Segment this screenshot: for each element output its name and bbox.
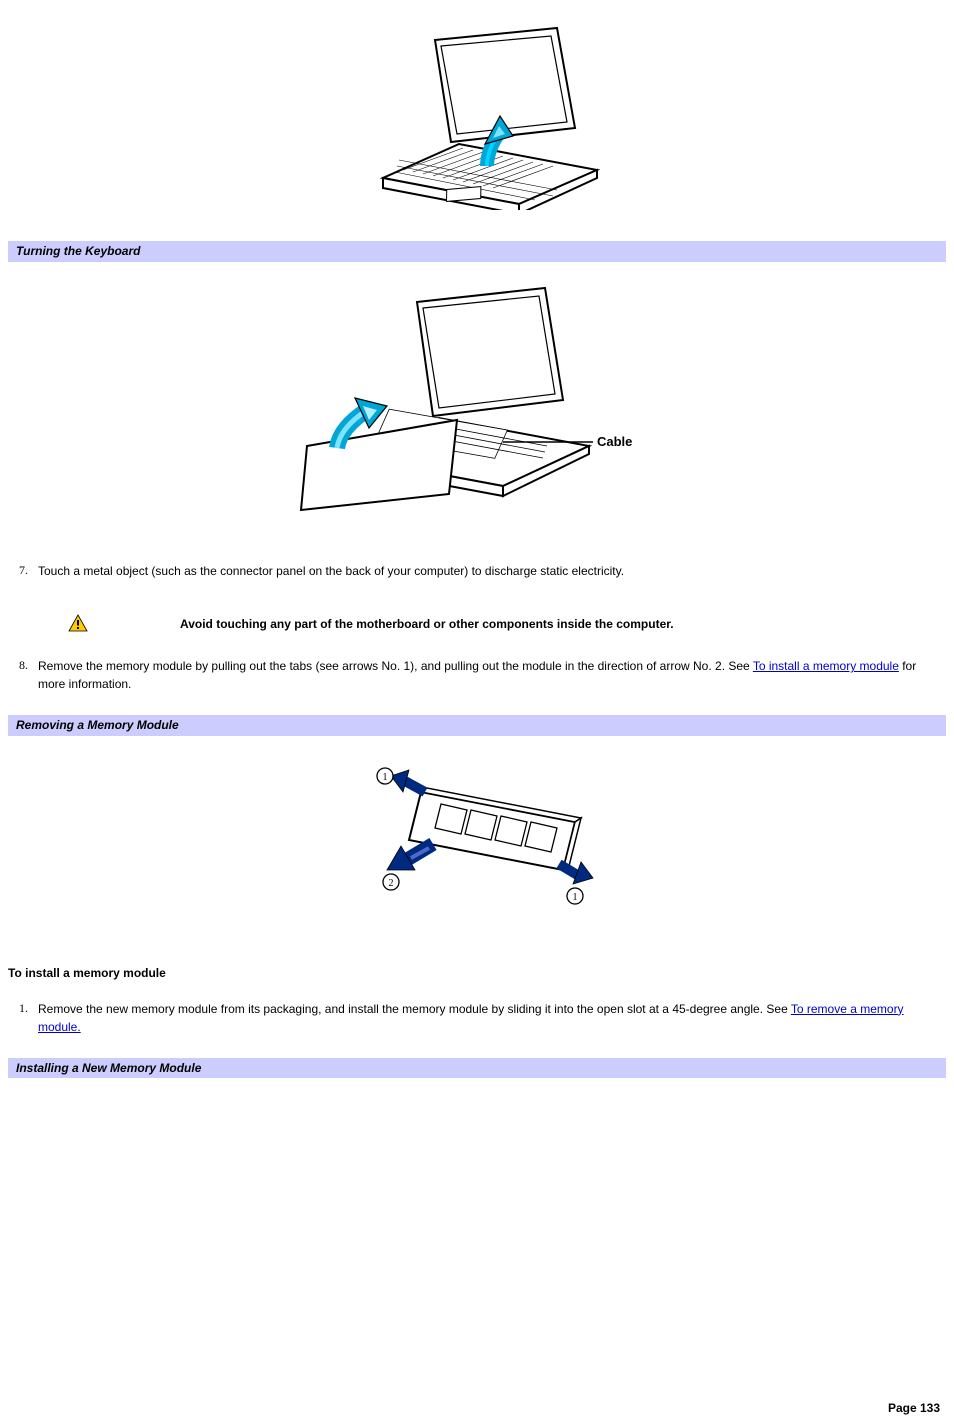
- circle-label-1b: 1: [573, 892, 578, 903]
- step-number: 1.: [8, 1000, 38, 1017]
- figure-turning-keyboard: Cable: [8, 264, 946, 543]
- cable-label: Cable: [597, 434, 632, 449]
- section-header-installing-memory: Installing a New Memory Module: [8, 1058, 946, 1079]
- step-list-b: 8. Remove the memory module by pulling o…: [8, 651, 946, 713]
- step-text: Remove the new memory module from its pa…: [38, 1000, 946, 1036]
- step-text-before: Remove the memory module by pulling out …: [38, 659, 753, 673]
- step-number: 8.: [8, 657, 38, 674]
- figure-laptop-lift: [8, 10, 946, 239]
- step-1-install: 1. Remove the new memory module from its…: [8, 994, 946, 1042]
- section-header-removing-memory: Removing a Memory Module: [8, 715, 946, 736]
- step-text: Remove the memory module by pulling out …: [38, 657, 946, 693]
- warning-row: Avoid touching any part of the motherboa…: [8, 600, 946, 651]
- sub-heading-install-memory: To install a memory module: [8, 947, 946, 994]
- section-header-turning-keyboard: Turning the Keyboard: [8, 241, 946, 262]
- figure-removing-memory: 1 2 1: [8, 738, 946, 947]
- warning-text: Avoid touching any part of the motherboa…: [88, 614, 946, 633]
- warning-icon: [8, 614, 88, 637]
- step-8: 8. Remove the memory module by pulling o…: [8, 651, 946, 699]
- link-install-memory-module[interactable]: To install a memory module: [753, 659, 899, 673]
- step-text: Touch a metal object (such as the connec…: [38, 562, 946, 580]
- page-footer: Page 133: [8, 1080, 946, 1417]
- step-list-c: 1. Remove the new memory module from its…: [8, 994, 946, 1056]
- step-7: 7. Touch a metal object (such as the con…: [8, 556, 946, 586]
- step-number: 7.: [8, 562, 38, 579]
- step-list-a: 7. Touch a metal object (such as the con…: [8, 542, 946, 600]
- circle-label-2: 2: [389, 878, 394, 889]
- step-text-before: Remove the new memory module from its pa…: [38, 1002, 791, 1016]
- circle-label-1a: 1: [383, 772, 388, 783]
